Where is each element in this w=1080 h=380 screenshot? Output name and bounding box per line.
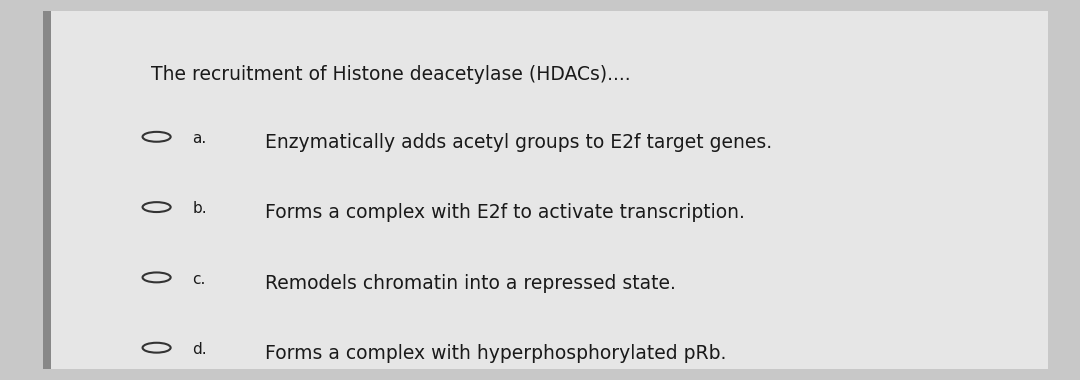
FancyBboxPatch shape	[43, 11, 51, 369]
Text: Remodels chromatin into a repressed state.: Remodels chromatin into a repressed stat…	[265, 274, 675, 293]
Text: a.: a.	[192, 131, 206, 146]
FancyBboxPatch shape	[43, 11, 1048, 369]
Text: c.: c.	[192, 272, 205, 287]
Text: b.: b.	[192, 201, 207, 216]
Text: Forms a complex with hyperphosphorylated pRb.: Forms a complex with hyperphosphorylated…	[265, 344, 726, 363]
Text: d.: d.	[192, 342, 207, 357]
Text: The recruitment of Histone deacetylase (HDACs)....: The recruitment of Histone deacetylase (…	[151, 65, 631, 84]
Text: Forms a complex with E2f to activate transcription.: Forms a complex with E2f to activate tra…	[265, 203, 744, 222]
Text: Enzymatically adds acetyl groups to E2f target genes.: Enzymatically adds acetyl groups to E2f …	[265, 133, 772, 152]
